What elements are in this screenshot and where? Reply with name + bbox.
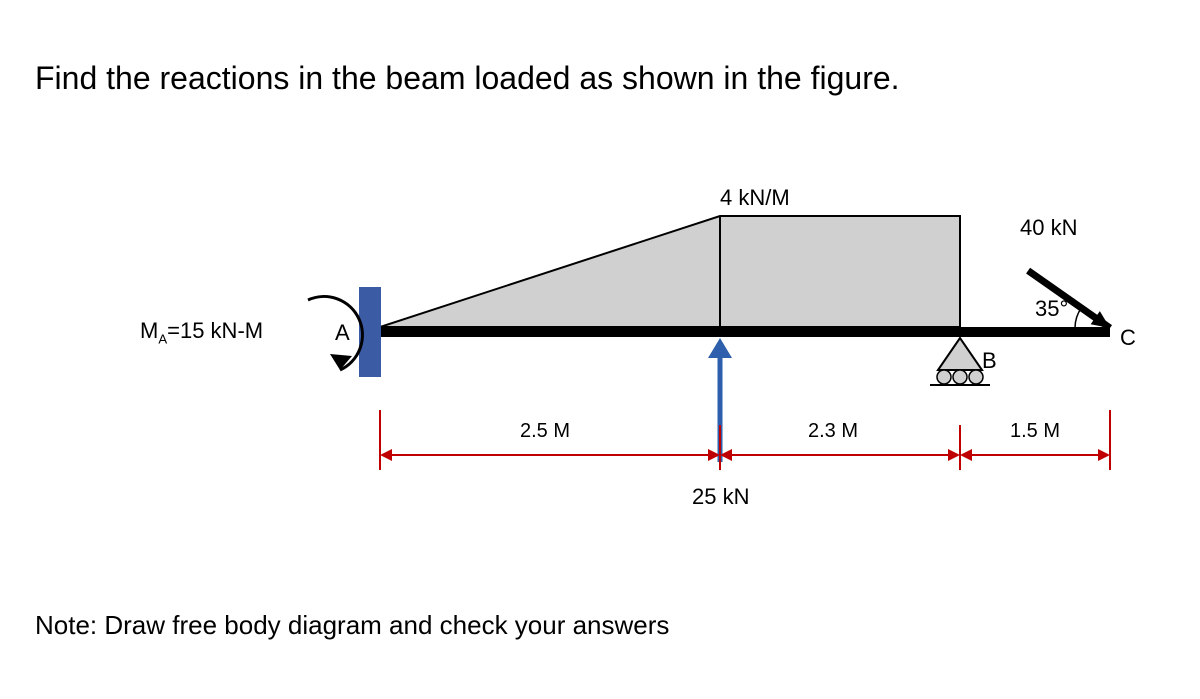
moment-label: MA=15 kN-M	[140, 318, 263, 346]
roller-circle-1	[937, 370, 951, 384]
dim-label-3: 1.5 M	[1010, 420, 1060, 443]
dim-arrow-3	[960, 449, 1110, 461]
force-25kn-head	[708, 338, 732, 358]
label-c: C	[1120, 325, 1136, 351]
label-a: A	[335, 320, 350, 346]
dim-arrow-2	[720, 449, 960, 461]
distributed-load-shape	[380, 216, 960, 327]
dim-label-1: 2.5 M	[520, 420, 570, 443]
dim-label-2: 2.3 M	[808, 420, 858, 443]
distributed-load-label: 4 kN/M	[720, 185, 790, 211]
angle-label: 35°	[1035, 296, 1068, 322]
roller-circle-2	[953, 370, 967, 384]
roller-triangle	[938, 338, 982, 370]
force-25kn-label: 25 kN	[692, 484, 749, 510]
force-40kn-label: 40 kN	[1020, 215, 1077, 241]
beam-diagram	[0, 0, 1200, 699]
moment-arrowhead	[330, 354, 352, 370]
dim-arrow-1	[380, 449, 720, 461]
label-b: B	[982, 348, 997, 374]
roller-circle-3	[969, 370, 983, 384]
